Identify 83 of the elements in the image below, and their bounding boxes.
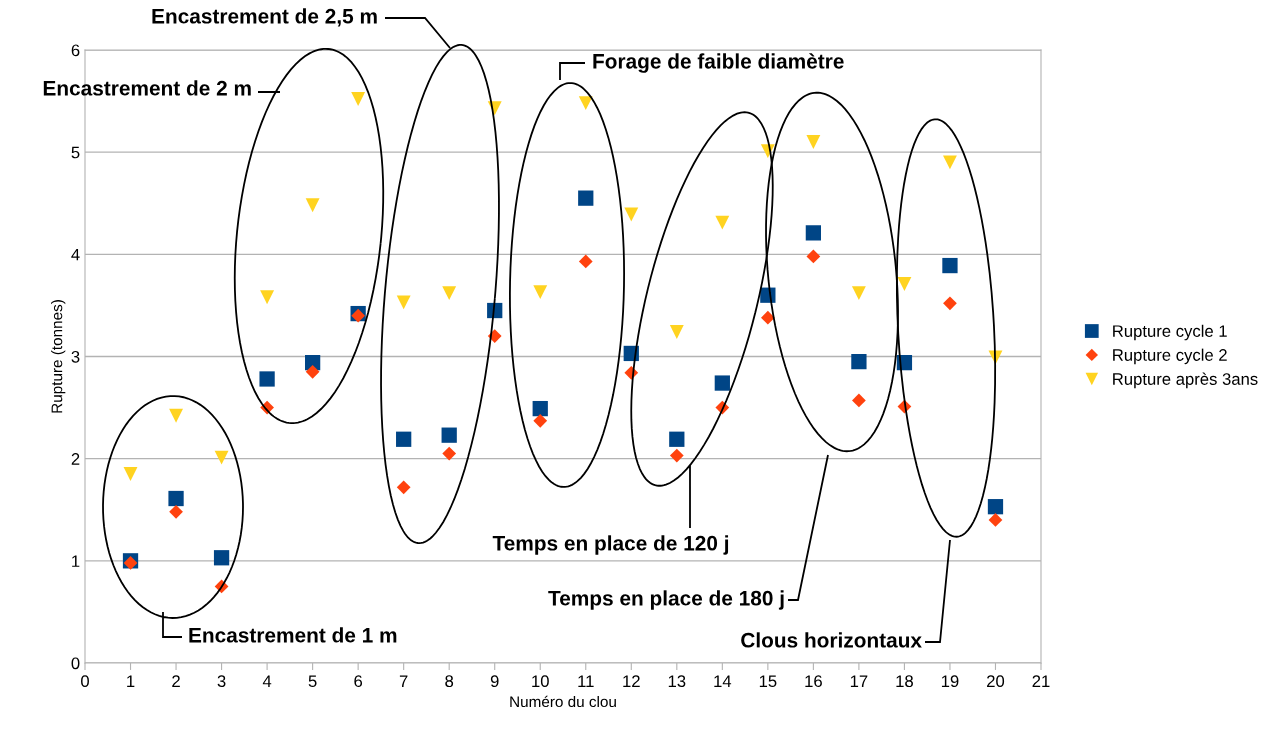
point	[351, 92, 366, 106]
point	[943, 296, 957, 311]
x-tick-label: 21	[1032, 675, 1050, 687]
point	[260, 290, 275, 305]
y-tick-label: 6	[71, 44, 80, 57]
point	[987, 499, 1004, 515]
point	[578, 254, 593, 269]
point	[169, 408, 183, 423]
x-tick-label: 1	[127, 675, 135, 687]
x-tick-label: 14	[714, 675, 732, 687]
annotation: Encastrement de 2 m	[43, 80, 251, 96]
x-tick-label: 0	[81, 675, 89, 688]
point	[441, 427, 457, 443]
x-tick-label: 3	[217, 675, 226, 688]
point	[715, 215, 730, 230]
point	[259, 371, 275, 387]
point	[213, 550, 230, 566]
point	[897, 277, 912, 291]
x-tick-label: 6	[354, 675, 363, 688]
point	[943, 155, 957, 170]
x-tick-label: 17	[850, 675, 868, 687]
text: Encastrement de 2,5 m	[152, 8, 377, 27]
x-tick-label: 5	[308, 675, 317, 688]
legend-label: Rupture après 3ans	[1113, 372, 1258, 389]
point	[806, 135, 821, 149]
legend-label: Rupture cycle 1	[1113, 324, 1227, 341]
annotation: Encastrement de 1 m	[189, 627, 397, 643]
y-tick-label: 4	[71, 248, 80, 261]
point	[396, 480, 411, 495]
x-tick-label: 20	[987, 675, 1005, 688]
point	[852, 393, 866, 408]
y-tick-label: 3	[71, 350, 80, 363]
annotation: Forage de faible diamètre	[593, 53, 844, 73]
x-tick-label: 2	[172, 675, 180, 687]
x-tick-label: 10	[532, 675, 549, 688]
y-axis-title: Rupture (tonnes)	[51, 300, 66, 413]
point	[760, 310, 775, 325]
annotation: Temps en place de 120 j	[492, 535, 729, 555]
x-tick-label: 12	[623, 675, 640, 687]
point	[578, 190, 594, 206]
annotation: Clous horizontaux	[741, 632, 922, 648]
point	[305, 198, 320, 213]
point	[169, 504, 183, 519]
point	[624, 207, 639, 222]
x-tick-label: 19	[941, 675, 959, 688]
y-tick-label: 0	[71, 657, 80, 670]
point	[533, 413, 548, 428]
point	[669, 325, 684, 339]
point	[533, 285, 548, 300]
point	[669, 448, 684, 463]
point	[851, 353, 867, 370]
x-tick-label: 4	[262, 675, 272, 687]
point	[396, 431, 412, 447]
x-tick-label: 9	[490, 675, 499, 688]
annotation: Temps en place de 180 j	[548, 590, 784, 610]
x-tick-label: 13	[668, 675, 686, 688]
legend-label: Rupture cycle 2	[1113, 348, 1227, 365]
x-tick-label: 15	[759, 675, 777, 688]
point	[305, 364, 320, 379]
point	[806, 249, 821, 264]
point	[123, 467, 138, 481]
x-tick-label: 18	[896, 675, 913, 688]
point	[714, 375, 730, 391]
point	[669, 431, 685, 447]
point	[851, 286, 866, 301]
x-tick-label: 16	[805, 675, 822, 688]
y-tick-label: 5	[71, 146, 80, 159]
point	[168, 490, 184, 507]
point	[396, 295, 411, 310]
point	[805, 225, 822, 241]
point	[214, 450, 229, 465]
x-tick-label: 8	[445, 675, 454, 688]
y-tick-label: 2	[71, 453, 80, 465]
point	[988, 513, 1003, 527]
point	[442, 446, 457, 461]
point	[442, 286, 457, 301]
point	[942, 257, 958, 274]
x-axis-title: Numéro du clou	[510, 695, 616, 708]
y-tick-label: 1	[72, 555, 80, 567]
point	[578, 96, 593, 111]
x-tick-label: 7	[399, 675, 408, 687]
point	[532, 400, 548, 417]
x-tick-label: 11	[578, 675, 594, 687]
